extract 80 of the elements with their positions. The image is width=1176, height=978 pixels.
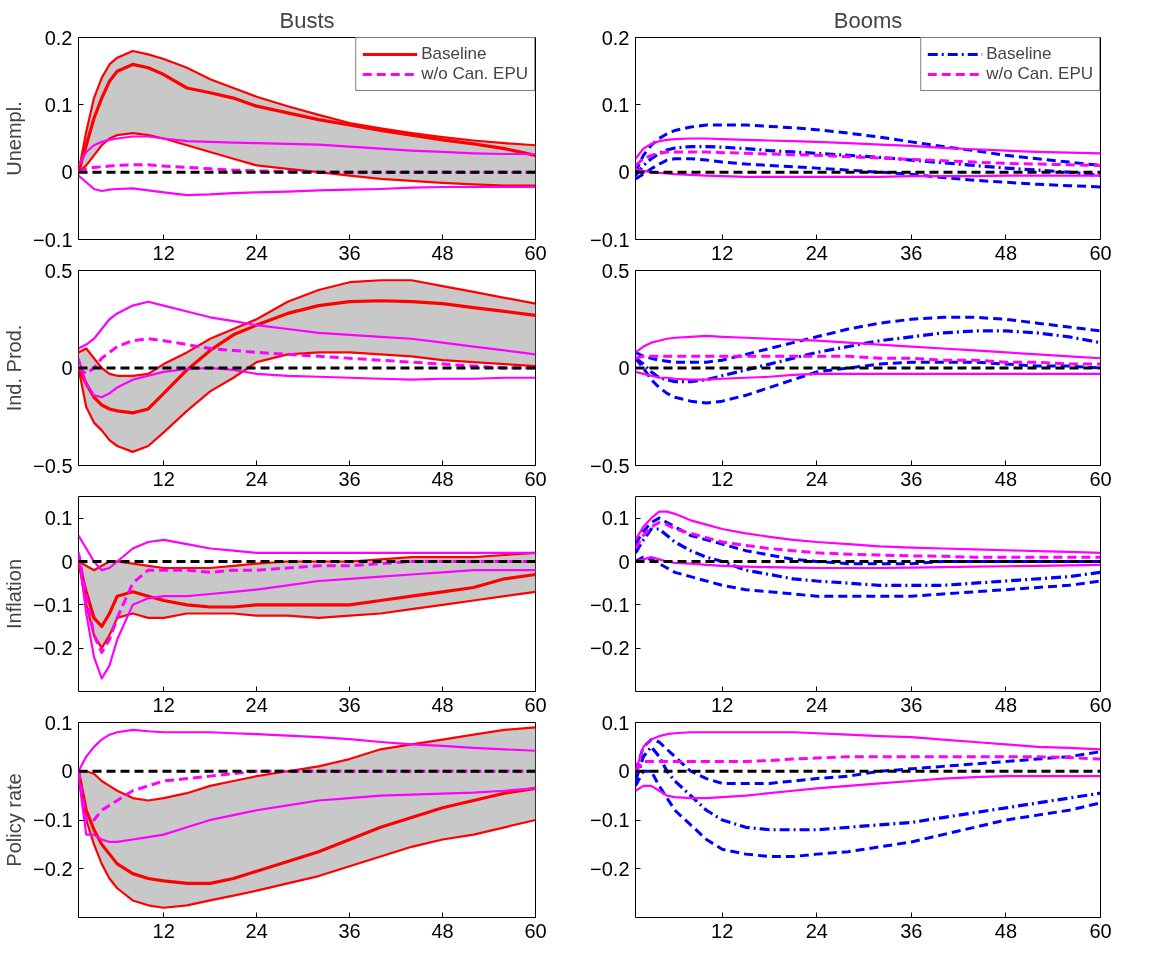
x-tick-label: 36 bbox=[338, 467, 361, 490]
x-tick-label: 12 bbox=[711, 693, 734, 716]
x-tick-label: 60 bbox=[1089, 693, 1112, 716]
y-tick-label: 0.1 bbox=[44, 711, 73, 734]
x-tick-label: 60 bbox=[524, 241, 547, 264]
y-tick-label: 0.1 bbox=[44, 507, 73, 530]
x-tick-label: 36 bbox=[900, 467, 923, 490]
legend-label: Baseline bbox=[421, 44, 487, 64]
y-tick-label: 0 bbox=[618, 357, 630, 379]
y-tick-label: −0.1 bbox=[33, 593, 73, 616]
y-tick-label: 0 bbox=[618, 760, 630, 783]
y-axis-title: Unempl. bbox=[3, 101, 26, 176]
x-tick-label: 24 bbox=[245, 241, 268, 264]
y-axis-title: Inflation bbox=[3, 558, 26, 630]
y-tick-label: −0.1 bbox=[33, 228, 73, 251]
x-tick-label: 24 bbox=[245, 467, 268, 490]
y-tick-label: 0.1 bbox=[44, 93, 73, 116]
y-tick-label: −0.2 bbox=[590, 637, 630, 660]
legend-label: Baseline bbox=[986, 44, 1052, 64]
x-tick-label: 36 bbox=[338, 241, 361, 264]
y-tick-label: 0.5 bbox=[44, 259, 73, 282]
x-tick-label: 36 bbox=[338, 693, 361, 716]
x-tick-label: 24 bbox=[245, 919, 268, 942]
y-tick-label: 0 bbox=[61, 161, 73, 184]
legend-label: w/o Can. EPU bbox=[421, 64, 528, 84]
x-tick-label: 60 bbox=[1089, 241, 1112, 264]
x-tick-label: 60 bbox=[1089, 919, 1112, 942]
chart-title: Busts bbox=[279, 7, 335, 33]
y-tick-label: 0.1 bbox=[601, 507, 630, 530]
x-tick-label: 12 bbox=[711, 467, 734, 490]
y-tick-label: 0.2 bbox=[44, 26, 73, 49]
y-tick-label: 0 bbox=[61, 760, 73, 783]
y-tick-label: −0.2 bbox=[33, 857, 73, 880]
y-tick-label: −0.5 bbox=[590, 454, 630, 477]
y-tick-label: −0.1 bbox=[590, 593, 630, 616]
y-tick-label: 0.5 bbox=[601, 259, 630, 282]
x-tick-label: 48 bbox=[994, 919, 1018, 942]
y-tick-label: 0.2 bbox=[601, 26, 630, 49]
y-tick-label: 0 bbox=[61, 357, 73, 379]
x-tick-label: 48 bbox=[994, 241, 1018, 264]
y-tick-label: −0.1 bbox=[590, 809, 630, 831]
x-tick-label: 12 bbox=[711, 919, 734, 942]
y-tick-label: 0 bbox=[618, 161, 630, 184]
x-tick-label: 60 bbox=[524, 919, 547, 942]
x-tick-label: 12 bbox=[711, 241, 734, 264]
x-tick-label: 36 bbox=[900, 241, 923, 264]
x-tick-label: 48 bbox=[994, 467, 1018, 490]
x-tick-label: 24 bbox=[805, 241, 828, 264]
x-tick-label: 24 bbox=[805, 919, 828, 942]
x-tick-label: 48 bbox=[431, 467, 454, 490]
y-tick-label: 0 bbox=[61, 550, 73, 573]
y-axis-title: Policy rate bbox=[3, 773, 26, 867]
y-tick-label: −0.1 bbox=[33, 809, 73, 831]
x-tick-label: 12 bbox=[152, 241, 175, 264]
y-tick-label: −0.1 bbox=[590, 228, 630, 251]
y-tick-label: −0.2 bbox=[33, 637, 73, 660]
x-tick-label: 36 bbox=[338, 919, 361, 942]
x-tick-label: 24 bbox=[805, 693, 828, 716]
x-tick-label: 60 bbox=[524, 467, 547, 490]
x-tick-label: 12 bbox=[152, 467, 175, 490]
x-tick-label: 60 bbox=[524, 693, 547, 716]
y-tick-label: 0.1 bbox=[601, 711, 630, 734]
y-tick-label: −0.2 bbox=[590, 857, 630, 880]
legend-label: w/o Can. EPU bbox=[986, 64, 1093, 84]
x-tick-label: 24 bbox=[245, 693, 268, 716]
x-tick-label: 24 bbox=[805, 467, 828, 490]
chart-title: Booms bbox=[833, 7, 903, 33]
x-tick-label: 48 bbox=[431, 241, 454, 264]
x-tick-label: 48 bbox=[431, 919, 454, 942]
y-axis-title: Ind. Prod. bbox=[3, 324, 26, 412]
x-tick-label: 48 bbox=[431, 693, 454, 716]
y-tick-label: 0 bbox=[618, 550, 630, 573]
x-tick-label: 36 bbox=[900, 693, 923, 716]
x-tick-label: 60 bbox=[1089, 467, 1112, 490]
x-tick-label: 12 bbox=[152, 919, 175, 942]
x-tick-label: 12 bbox=[152, 693, 175, 716]
x-tick-label: 48 bbox=[994, 693, 1018, 716]
y-tick-label: −0.5 bbox=[33, 454, 73, 477]
y-tick-label: 0.1 bbox=[601, 93, 630, 116]
x-tick-label: 36 bbox=[900, 919, 923, 942]
